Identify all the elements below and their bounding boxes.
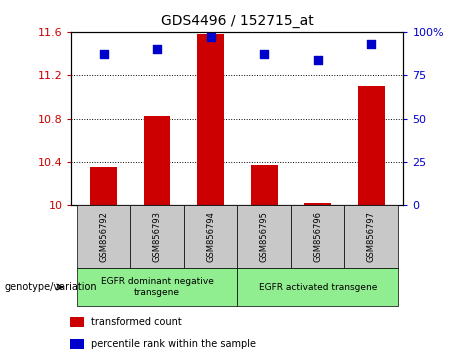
Bar [304,203,331,205]
Text: transformed count: transformed count [91,317,182,327]
Bar [130,205,184,268]
Bar [90,167,117,205]
Bar [70,339,84,349]
Text: GSM856793: GSM856793 [153,211,162,262]
Bar [70,317,84,327]
Bar [358,86,384,205]
Text: EGFR dominant negative
transgene: EGFR dominant negative transgene [100,277,213,297]
Title: GDS4496 / 152715_at: GDS4496 / 152715_at [161,14,314,28]
Bar [77,268,237,306]
Text: EGFR activated transgene: EGFR activated transgene [259,282,377,292]
Point [314,57,321,62]
Text: GSM856796: GSM856796 [313,211,322,262]
Bar [237,205,291,268]
Point [154,46,161,52]
Text: GSM856797: GSM856797 [367,211,376,262]
Point [100,52,107,57]
Bar [77,205,130,268]
Bar [291,205,344,268]
Point [367,41,375,47]
Text: GSM856795: GSM856795 [260,211,269,262]
Text: genotype/variation: genotype/variation [5,282,97,292]
Point [260,52,268,57]
Text: GSM856792: GSM856792 [99,211,108,262]
Text: GSM856794: GSM856794 [206,211,215,262]
Bar [251,165,278,205]
Bar [344,205,398,268]
Bar [144,116,171,205]
Bar [237,268,398,306]
Bar [184,205,237,268]
Text: percentile rank within the sample: percentile rank within the sample [91,339,256,349]
Bar [197,34,224,205]
Point [207,34,214,40]
